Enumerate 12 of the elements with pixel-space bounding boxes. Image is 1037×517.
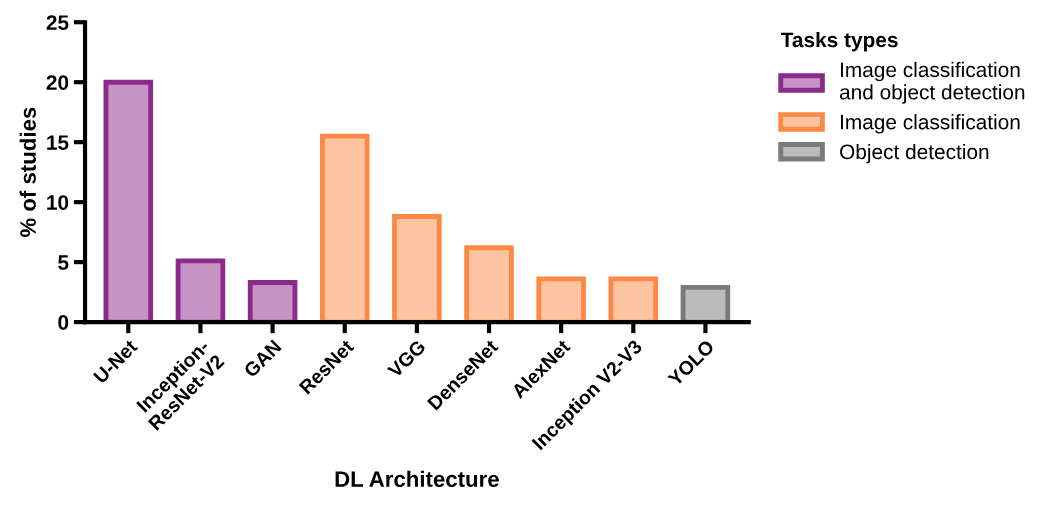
y-axis-title: % of studies — [19, 107, 36, 238]
legend-label: Object detection — [840, 143, 989, 164]
y-tick-label: 10 — [47, 195, 69, 210]
y-tick-label: 15 — [47, 135, 69, 150]
y-tick-label: 0 — [58, 315, 69, 330]
y-tick-label: 5 — [58, 255, 69, 270]
legend-label: Image classification — [840, 114, 1020, 134]
legend-label: Image classification and object detection — [839, 61, 1025, 104]
legend-title: Tasks types — [780, 31, 898, 52]
y-tick-label: 25 — [46, 15, 69, 30]
y-tick-label: 20 — [46, 75, 69, 90]
x-axis-title: DL Architecture — [335, 470, 499, 487]
